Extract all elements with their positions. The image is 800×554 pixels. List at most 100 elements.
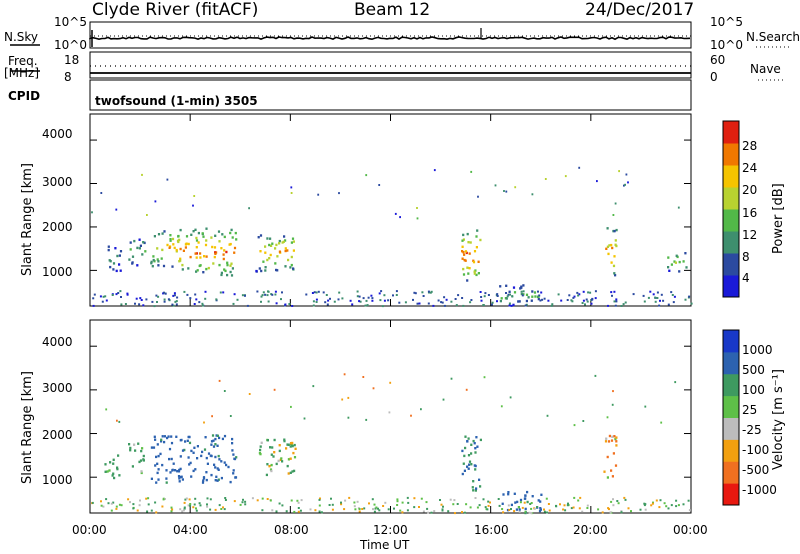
near-range-cell [198,502,201,505]
near-range-cell [271,509,274,512]
echo-cell [175,248,178,252]
echo-cell [269,446,272,449]
echo-cell [150,262,153,265]
echo-cell [165,477,168,480]
near-range-cell [147,503,150,506]
xtick: 00:00 [673,523,708,537]
echo-cell [188,441,192,445]
echo-cell [232,453,235,456]
echo-cell [466,266,469,269]
near-range-cell [124,303,127,305]
echo-cell [280,457,283,460]
echo-cell [473,250,477,253]
echo-cell [473,442,476,445]
echo-cell [163,230,166,233]
echo-cell [228,243,231,246]
near-range-cell [145,497,148,500]
near-range-cell [175,303,178,306]
echo-cell [187,267,190,270]
echo-cell [461,239,464,242]
scatter-point [644,405,647,408]
echo-cell [265,473,268,477]
echo-cell [201,481,205,484]
echo-cell [603,470,606,473]
p2-ytick: 4000 [42,335,73,349]
echo-cell [134,449,137,452]
near-range-cell [349,299,352,302]
echo-cell [606,245,609,248]
near-range-cell [194,497,197,500]
near-range-cell [179,508,182,511]
echo-cell [192,451,195,454]
echo-cell [211,434,215,437]
near-range-cell [161,505,164,508]
echo-cell [293,469,296,473]
near-range-cell [126,292,129,295]
echo-cell [291,470,294,473]
near-range-cell [102,505,105,508]
echo-cell [682,260,685,263]
near-range-cell [219,291,222,294]
near-range-cell [427,302,430,305]
near-range-cell [442,505,444,508]
near-range-cell [188,498,191,501]
p1-ytick: 2000 [42,220,73,234]
velocity-cb-tick: 25 [742,403,758,417]
echo-cell [214,455,217,459]
near-range-cell [297,510,300,513]
echo-cell [278,250,281,253]
near-range-cell [667,507,670,510]
near-range-cell [172,294,175,297]
near-range-cell [107,502,110,505]
near-range-cell [624,498,627,501]
near-range-cell [206,497,209,500]
echo-cell [533,291,537,294]
echo-cell [471,486,474,489]
echo-cell [217,454,220,458]
near-range-cell [145,298,148,301]
echo-cell [501,502,504,505]
near-range-cell [607,304,609,307]
echo-cell [461,245,464,248]
near-range-cell [452,503,455,506]
echo-cell [226,263,229,267]
near-range-cell [662,299,665,302]
echo-cell [210,236,213,239]
near-range-cell [378,509,381,512]
near-range-cell [675,505,678,508]
near-range-cell [185,497,188,500]
power-colorbar-segment [723,143,739,166]
near-range-cell [422,295,425,297]
near-range-cell [167,298,170,301]
near-range-cell [174,300,177,303]
echo-cell [203,255,206,258]
near-range-cell [566,504,569,507]
near-range-cell [155,511,158,514]
echo-cell [186,439,189,442]
echo-cell [169,238,172,241]
near-range-cell [461,511,463,514]
echo-cell [270,453,273,456]
echo-cell [466,465,469,468]
echo-cell [195,252,198,255]
echo-cell [205,255,208,258]
echo-cell [177,475,181,478]
near-range-cell [186,293,189,296]
echo-cell [235,456,238,459]
echo-cell [157,233,161,236]
echo-cell [505,297,508,300]
echo-cell [531,495,534,498]
near-range-cell [102,295,105,298]
echo-cell [152,446,156,449]
echo-cell [285,447,288,450]
echo-cell [611,475,614,478]
echo-cell [171,237,175,241]
scatter-point [118,420,121,423]
near-range-cell [261,509,264,512]
echo-cell [674,261,677,264]
velocity-cb-tick: 100 [742,383,765,397]
scatter-point [378,184,381,186]
near-range-cell [92,297,95,300]
near-range-cell [184,498,187,501]
scatter-point [494,184,497,187]
